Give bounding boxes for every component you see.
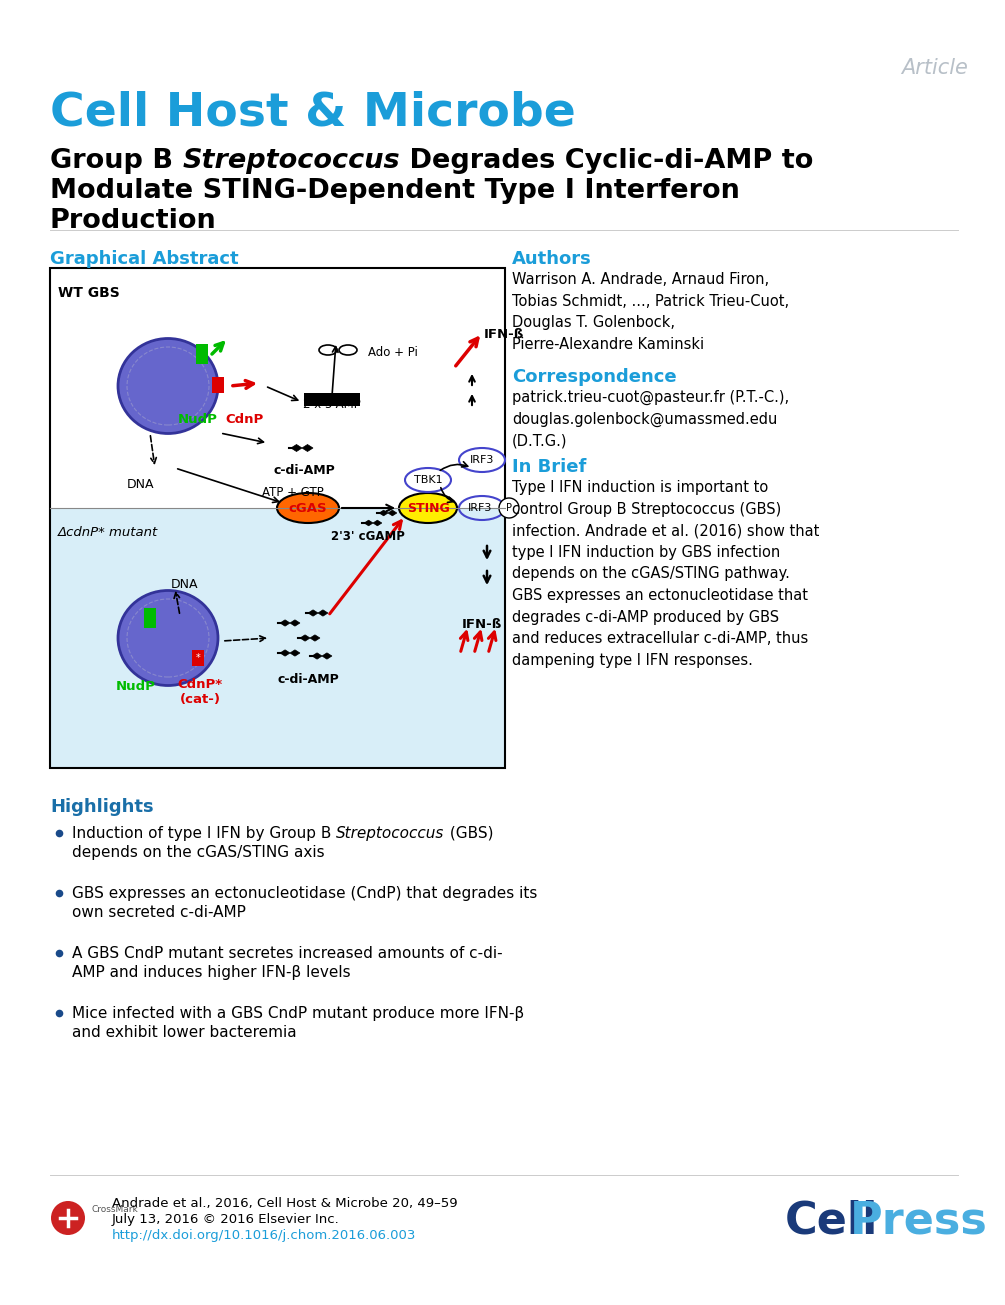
Text: TBK1: TBK1 [414, 475, 442, 485]
Text: CdnP*: CdnP* [178, 679, 222, 692]
Text: Modulate STING-Dependent Type I Interferon: Modulate STING-Dependent Type I Interfer… [50, 177, 740, 204]
Text: (GBS): (GBS) [444, 826, 493, 840]
Text: P: P [506, 502, 512, 513]
Text: c-di-AMP: c-di-AMP [277, 673, 339, 686]
Ellipse shape [399, 493, 457, 523]
Polygon shape [280, 620, 290, 626]
Polygon shape [310, 634, 320, 641]
Text: ΔcdnP* mutant: ΔcdnP* mutant [58, 526, 158, 539]
Bar [50, 268, 505, 508]
Text: DNA: DNA [171, 578, 199, 591]
Text: July 13, 2016 © 2016 Elsevier Inc.: July 13, 2016 © 2016 Elsevier Inc. [112, 1214, 340, 1225]
Text: Group B: Group B [50, 147, 183, 174]
Ellipse shape [339, 345, 357, 355]
Circle shape [499, 499, 519, 518]
Bar [50, 508, 505, 769]
Text: Andrade et al., 2016, Cell Host & Microbe 20, 49–59: Andrade et al., 2016, Cell Host & Microb… [112, 1197, 457, 1210]
Polygon shape [313, 652, 322, 659]
Text: c-di-AMP: c-di-AMP [273, 465, 335, 478]
Text: Press: Press [850, 1201, 988, 1242]
Text: NudP: NudP [178, 412, 218, 425]
Text: Mice infected with a GBS CndP mutant produce more IFN-β: Mice infected with a GBS CndP mutant pro… [72, 1006, 525, 1021]
Text: IRF3: IRF3 [467, 502, 492, 513]
Polygon shape [290, 650, 299, 656]
Text: Induction of type I IFN by Group B: Induction of type I IFN by Group B [72, 826, 337, 840]
Polygon shape [290, 620, 299, 626]
Text: Authors: Authors [512, 251, 592, 268]
Polygon shape [302, 445, 313, 452]
Polygon shape [364, 521, 373, 526]
Polygon shape [309, 609, 318, 616]
Text: cGAS: cGAS [288, 501, 328, 514]
Text: CrossMark: CrossMark [92, 1205, 139, 1214]
Polygon shape [322, 652, 332, 659]
Text: Article: Article [901, 57, 968, 78]
Text: Correspondence: Correspondence [512, 368, 676, 386]
Text: own secreted c-di-AMP: own secreted c-di-AMP [72, 904, 246, 920]
Text: CdnP: CdnP [226, 412, 264, 425]
Polygon shape [373, 521, 382, 526]
Text: NudP: NudP [116, 680, 156, 693]
Ellipse shape [118, 338, 218, 433]
Bar [304, 393, 360, 406]
Text: WT GBS: WT GBS [58, 286, 120, 300]
Text: Streptococcus: Streptococcus [337, 826, 444, 840]
Text: Type I IFN induction is important to
control Group B Streptococcus (GBS)
infecti: Type I IFN induction is important to con… [512, 480, 819, 668]
Text: Production: Production [50, 207, 217, 234]
Ellipse shape [277, 493, 339, 523]
Text: A GBS CndP mutant secretes increased amounts of c-di-: A GBS CndP mutant secretes increased amo… [72, 946, 502, 960]
Text: Graphical Abstract: Graphical Abstract [50, 251, 238, 268]
Text: DNA: DNA [127, 478, 154, 491]
Bar [212, 377, 224, 393]
Text: Ado + Pi: Ado + Pi [368, 346, 418, 359]
Text: ATP + GTP: ATP + GTP [262, 485, 324, 499]
Text: Warrison A. Andrade, Arnaud Firon,
Tobias Schmidt, ..., Patrick Trieu-Cuot,
Doug: Warrison A. Andrade, Arnaud Firon, Tobia… [512, 271, 789, 352]
Polygon shape [379, 510, 388, 515]
Bar [192, 650, 204, 666]
Text: (cat-): (cat-) [180, 693, 220, 706]
Polygon shape [318, 609, 328, 616]
Bar [196, 345, 208, 364]
Text: In Brief: In Brief [512, 458, 586, 476]
Text: http://dx.doi.org/10.1016/j.chom.2016.06.003: http://dx.doi.org/10.1016/j.chom.2016.06… [112, 1229, 416, 1242]
Polygon shape [300, 634, 310, 641]
Text: Degrades Cyclic-di-AMP to: Degrades Cyclic-di-AMP to [400, 147, 813, 174]
Text: IFN-ß: IFN-ß [462, 619, 502, 632]
Text: Streptococcus: Streptococcus [183, 147, 400, 174]
Text: Cell Host & Microbe: Cell Host & Microbe [50, 90, 576, 134]
Text: GBS expresses an ectonucleotidase (CndP) that degrades its: GBS expresses an ectonucleotidase (CndP)… [72, 886, 538, 900]
Text: IRF3: IRF3 [469, 455, 494, 465]
Bar [50, 268, 505, 769]
Text: 2 x 5'AMP: 2 x 5'AMP [304, 398, 361, 411]
Ellipse shape [319, 345, 337, 355]
Text: patrick.trieu-cuot@pasteur.fr (P.T.-C.),
douglas.golenbock@umassmed.edu
(D.T.G.): patrick.trieu-cuot@pasteur.fr (P.T.-C.),… [512, 390, 789, 449]
Text: *: * [196, 652, 200, 663]
Polygon shape [280, 650, 290, 656]
Bar [144, 608, 156, 628]
Text: Cell: Cell [785, 1201, 878, 1242]
Polygon shape [388, 510, 397, 515]
Text: Highlights: Highlights [50, 797, 154, 816]
Text: and exhibit lower bacteremia: and exhibit lower bacteremia [72, 1024, 296, 1040]
Text: depends on the cGAS/STING axis: depends on the cGAS/STING axis [72, 846, 325, 860]
Text: 2'3' cGAMP: 2'3' cGAMP [331, 530, 405, 543]
Ellipse shape [118, 590, 218, 685]
Circle shape [51, 1201, 85, 1235]
Text: STING: STING [407, 501, 449, 514]
Text: IFN-ß: IFN-ß [484, 328, 525, 341]
Text: AMP and induces higher IFN-β levels: AMP and induces higher IFN-β levels [72, 964, 351, 980]
Polygon shape [291, 445, 302, 452]
